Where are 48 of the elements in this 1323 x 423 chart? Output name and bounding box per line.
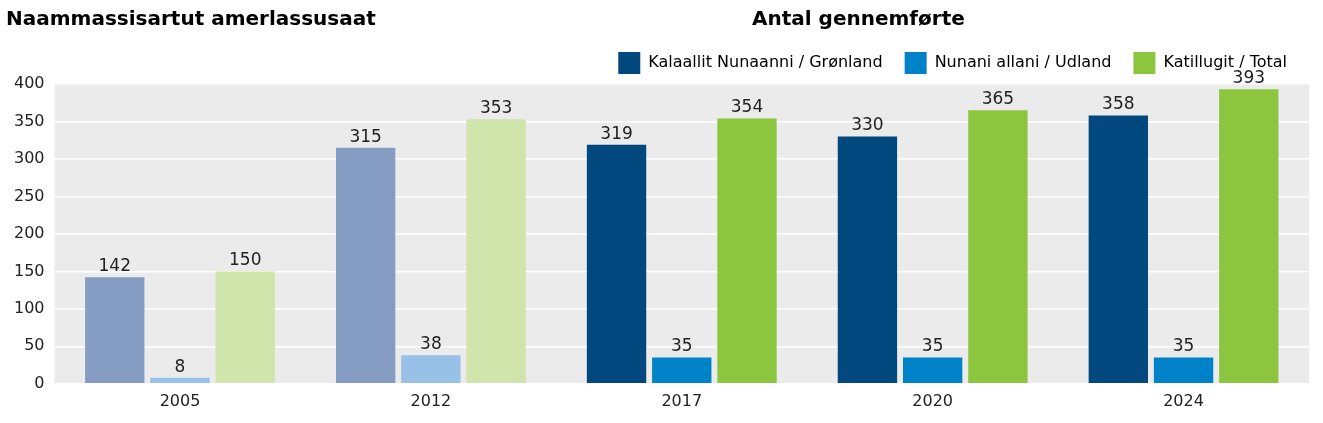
data-label: 315	[349, 125, 382, 146]
bar	[335, 147, 396, 384]
data-label: 319	[600, 122, 633, 143]
bar	[215, 271, 275, 384]
y-tick-label: 250	[13, 185, 45, 205]
chart-subtitle: Antal gennemførte	[752, 6, 965, 30]
bar	[717, 118, 777, 384]
x-tick-label: 2017	[661, 390, 703, 410]
bar	[85, 277, 145, 384]
y-tick-label: 150	[13, 260, 45, 280]
data-label: 35	[670, 335, 693, 356]
bar	[837, 136, 898, 384]
y-tick-label: 350	[13, 110, 45, 130]
y-tick-label: 50	[24, 335, 45, 355]
y-tick-label: 0	[34, 372, 45, 392]
x-tick-label: 2012	[410, 390, 452, 410]
data-label: 353	[479, 97, 513, 118]
x-tick-label: 2005	[159, 390, 201, 410]
bar	[1088, 115, 1148, 384]
bar	[150, 377, 210, 384]
y-tick-label: 200	[13, 223, 45, 243]
data-label: 38	[420, 333, 442, 354]
bar	[586, 144, 647, 384]
legend-label: Kalaallit Nunaanni / Grønland	[648, 52, 883, 72]
data-label: 354	[730, 96, 764, 117]
data-label: 142	[98, 255, 131, 276]
data-label: 8	[174, 355, 186, 376]
data-label: 365	[981, 88, 1015, 109]
data-label: 35	[1172, 335, 1195, 356]
bar	[968, 110, 1028, 384]
chart-title: Naammassisartut amerlassusaat	[6, 6, 376, 30]
bar	[466, 119, 526, 384]
y-tick-label: 400	[13, 73, 45, 93]
data-label: 35	[921, 335, 944, 356]
y-tick-label: 100	[13, 298, 45, 318]
bar	[401, 355, 461, 384]
data-label: 358	[1102, 93, 1135, 114]
bar	[652, 357, 712, 384]
bar	[1153, 357, 1214, 384]
data-label: 330	[851, 114, 884, 135]
x-tick-label: 2020	[912, 390, 954, 410]
y-tick-label: 300	[13, 148, 45, 168]
bar	[1219, 89, 1279, 384]
x-tick-label: 2024	[1163, 390, 1204, 410]
data-label: 150	[228, 249, 262, 270]
data-label: 393	[1232, 67, 1266, 88]
legend-label: Nunani allani / Udland	[934, 52, 1112, 72]
bar	[902, 357, 963, 384]
